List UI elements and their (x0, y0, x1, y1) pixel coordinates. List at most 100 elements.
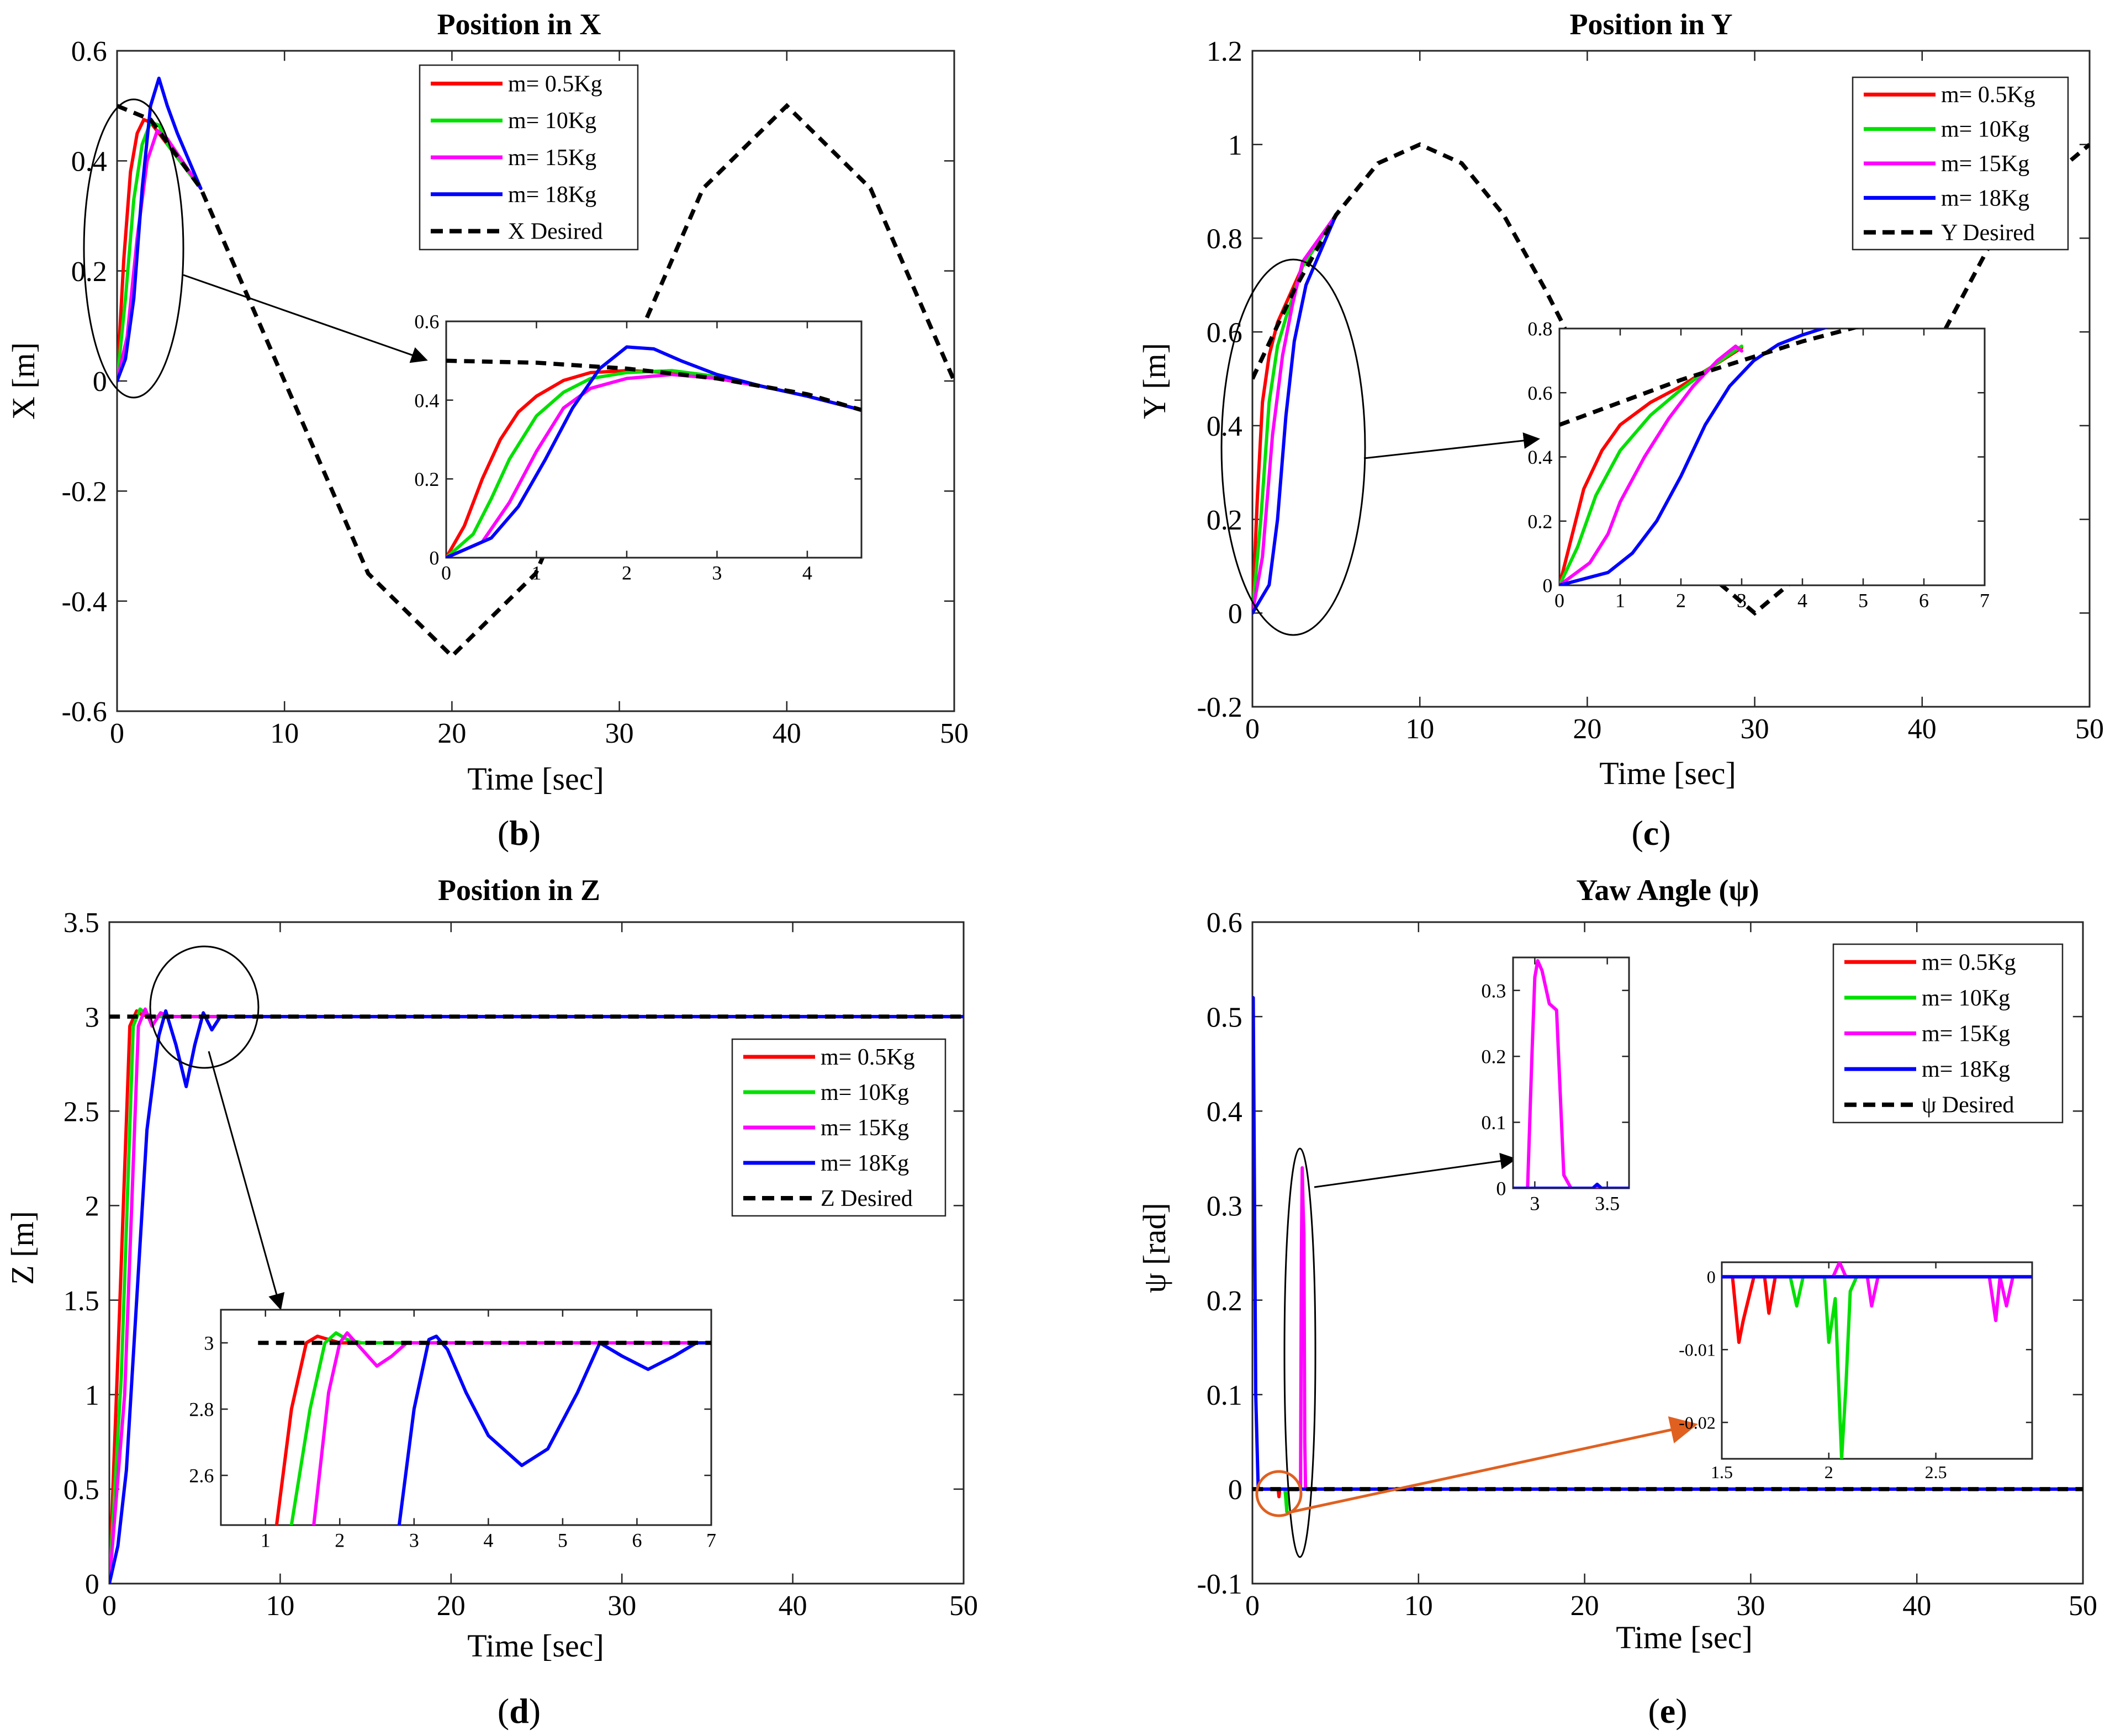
panel-c-axis-ytick-label: -0.2 (1197, 692, 1242, 723)
legend-label: m= 15Kg (508, 145, 596, 171)
panel-e-inset2-xtick-label: 2.5 (1925, 1462, 1947, 1482)
panel-b-axis-ytick-label: -0.2 (61, 477, 107, 508)
legend-label: m= 18Kg (821, 1151, 909, 1176)
panel-c-axis-ytick-label: 0.8 (1207, 224, 1242, 255)
legend-label: m= 18Kg (1922, 1057, 2010, 1082)
panel-c-axis-xtick-label: 10 (1405, 713, 1434, 745)
panel-d-axis-ytick-label: 1.5 (64, 1285, 99, 1317)
panel-d-zoom-ellipse (149, 945, 260, 1069)
panel-c-inset-ytick-label: 0.4 (1527, 446, 1552, 468)
panel-c-caption: (c) (1631, 813, 1670, 853)
caption-open: ( (498, 813, 509, 853)
panel-e-inset2-frame (1721, 1261, 2033, 1460)
panel-c-inset-series-m18Kg (1559, 329, 1828, 585)
panel-c-ylabel: Y [m] (1136, 343, 1172, 419)
panel-c-axis-xtick-label: 40 (1908, 713, 1937, 745)
panel-e-axis-xtick-label: 30 (1736, 1590, 1765, 1622)
panel-c-axis-xtick-label: 0 (1245, 713, 1260, 745)
panel-d-axis-ytick-label: 1 (85, 1380, 99, 1411)
caption-open: ( (498, 1691, 509, 1730)
panel-d-series-m18Kg (109, 1009, 964, 1584)
panel-c-inset-xtick-label: 2 (1676, 590, 1686, 612)
panel-e-axis-ytick-label: -0.1 (1197, 1569, 1242, 1600)
panel-b-inset-series-m18Kg (446, 345, 861, 558)
panel-d-inset-series-m15Kg (312, 1331, 711, 1525)
panel-d: 0 10 20 30 40 50 3.5 3 2.5 2 1.5 1 0.5 0 Position in Z… (4, 874, 978, 1730)
panel-d-axis-ytick-label: 2.5 (64, 1096, 99, 1128)
panel-c-inset-series-m15Kg (1559, 345, 1743, 585)
panel-b-lines (117, 76, 954, 659)
panel-e-legend: m= 0.5Kg m= 10Kg m= 15Kg m= 18Kg ψ Desired (1832, 943, 2064, 1124)
panel-c-legend: m= 0.5Kg m= 10Kg m= 15Kg m= 18Kg Y Desired (1852, 76, 2069, 251)
caption-letter: b (509, 813, 529, 853)
panel-d-axis-xtick-label: 30 (607, 1590, 636, 1622)
caption-letter: c (1643, 813, 1659, 853)
caption-close: ) (529, 813, 541, 853)
panel-e-axis-ytick-label: 0.1 (1207, 1380, 1242, 1411)
panel-d-axis-ytick-label: 3.5 (64, 907, 99, 939)
panel-d-axis-xtick-label: 40 (779, 1590, 807, 1622)
legend-label: m= 0.5Kg (1941, 82, 2035, 108)
panel-b-inset-ytick-label: 0 (429, 547, 439, 569)
panel-b-inset-desired-line (446, 358, 861, 412)
panel-b-zoom-ellipse (83, 98, 184, 399)
panel-e-axis-ytick-label: 0.6 (1207, 907, 1242, 939)
caption-letter: d (509, 1691, 529, 1730)
panel-b-zoom-arrow (183, 274, 428, 363)
panel-b-inset-ytick-label: 0.2 (414, 468, 439, 490)
panel-d-axis-ytick-label: 0.5 (64, 1474, 99, 1506)
panel-c-inset-xtick-label: 5 (1858, 590, 1868, 612)
panel-d-axis-xtick-label: 20 (437, 1590, 466, 1622)
panel-e-inset2-ytick-label: -0.01 (1679, 1340, 1716, 1359)
legend-label: m= 18Kg (508, 182, 596, 208)
legend-label: m= 15Kg (1941, 151, 2029, 177)
panel-d-inset-series-m10Kg (289, 1331, 711, 1525)
panel-e-lines (1252, 996, 2083, 1513)
panel-c-inset-xtick-label: 4 (1797, 590, 1807, 612)
panel-e-inset-ytick-label: 0 (1496, 1178, 1506, 1200)
panel-b-inset-xtick-label: 4 (802, 562, 812, 584)
panel-e-inset-ytick-label: 0.2 (1481, 1046, 1506, 1068)
panel-b-inset-lines (446, 345, 861, 558)
panel-b-axis-ytick-label: 0.6 (71, 36, 107, 67)
panel-d-ylabel: Z [m] (4, 1211, 40, 1285)
panel-d-inset-ytick-label: 2.6 (189, 1465, 214, 1487)
panel-e-zoom-arrow (1314, 1152, 1517, 1188)
panel-c-inset-lines (1559, 329, 1859, 585)
panel-e-axis-xtick-label: 20 (1570, 1590, 1599, 1622)
panel-d-axis-xtick-label: 10 (266, 1590, 294, 1622)
panel-d-axis-xtick-label: 50 (949, 1590, 978, 1622)
panel-b-axis-xtick-label: 10 (270, 718, 299, 749)
legend-label: m= 0.5Kg (508, 71, 602, 97)
panel-e-ylabel: ψ [rad] (1136, 1203, 1172, 1293)
panel-c-axis-ytick-label: 0.2 (1207, 505, 1242, 536)
panel-b-axis-ytick-label: -0.6 (61, 696, 107, 728)
caption-close: ) (1675, 1691, 1687, 1730)
legend-label: m= 10Kg (821, 1080, 909, 1105)
panel-e-zoom-arrow-2 (1286, 1416, 1698, 1515)
panel-e-inset-ytick-label: 0.1 (1481, 1112, 1506, 1134)
panel-b: 0 10 20 30 40 500.60.40.20-0.2-0.4-0.6Positio… (6, 8, 969, 853)
panel-e-inset2-xtick-label: 1.5 (1711, 1462, 1733, 1482)
panel-e-caption: (e) (1648, 1691, 1687, 1730)
panel-c-series-m18Kg (1252, 213, 1338, 615)
panel-c-title: Position in Y (1569, 8, 1732, 41)
caption-close: ) (1659, 813, 1670, 853)
panel-d-axis-ytick-label: 3 (85, 1002, 99, 1033)
panel-e-axis-ytick-label: 0.4 (1207, 1096, 1242, 1128)
panel-e-inset-lines (1513, 959, 1629, 1188)
panel-c-inset-ytick-label: 0.6 (1527, 382, 1552, 404)
panel-b-inset-xtick-label: 1 (531, 562, 541, 584)
panel-e-inset-series-m15Kg (1513, 959, 1629, 1188)
legend-label: Y Desired (1941, 220, 2035, 246)
panel-c-inset-ytick-label: 0 (1542, 575, 1552, 597)
panel-c-inset-xtick-label: 7 (1980, 590, 1990, 612)
panel-e-inset2-series-m10Kg (1722, 1275, 2032, 1459)
panel-c-axis-ytick-label: 0 (1228, 598, 1242, 629)
panel-e-axis-ytick-label: 0.5 (1207, 1002, 1242, 1033)
panel-e-zoom-ellipse (1283, 1147, 1316, 1558)
panel-e-axis-ytick-label: 0.3 (1207, 1191, 1242, 1222)
panel-e-axis-xtick-label: 40 (1902, 1590, 1931, 1622)
panel-b-axis-ytick-label: 0.4 (71, 146, 107, 178)
panel-c-zoom-ellipse (1220, 258, 1366, 636)
